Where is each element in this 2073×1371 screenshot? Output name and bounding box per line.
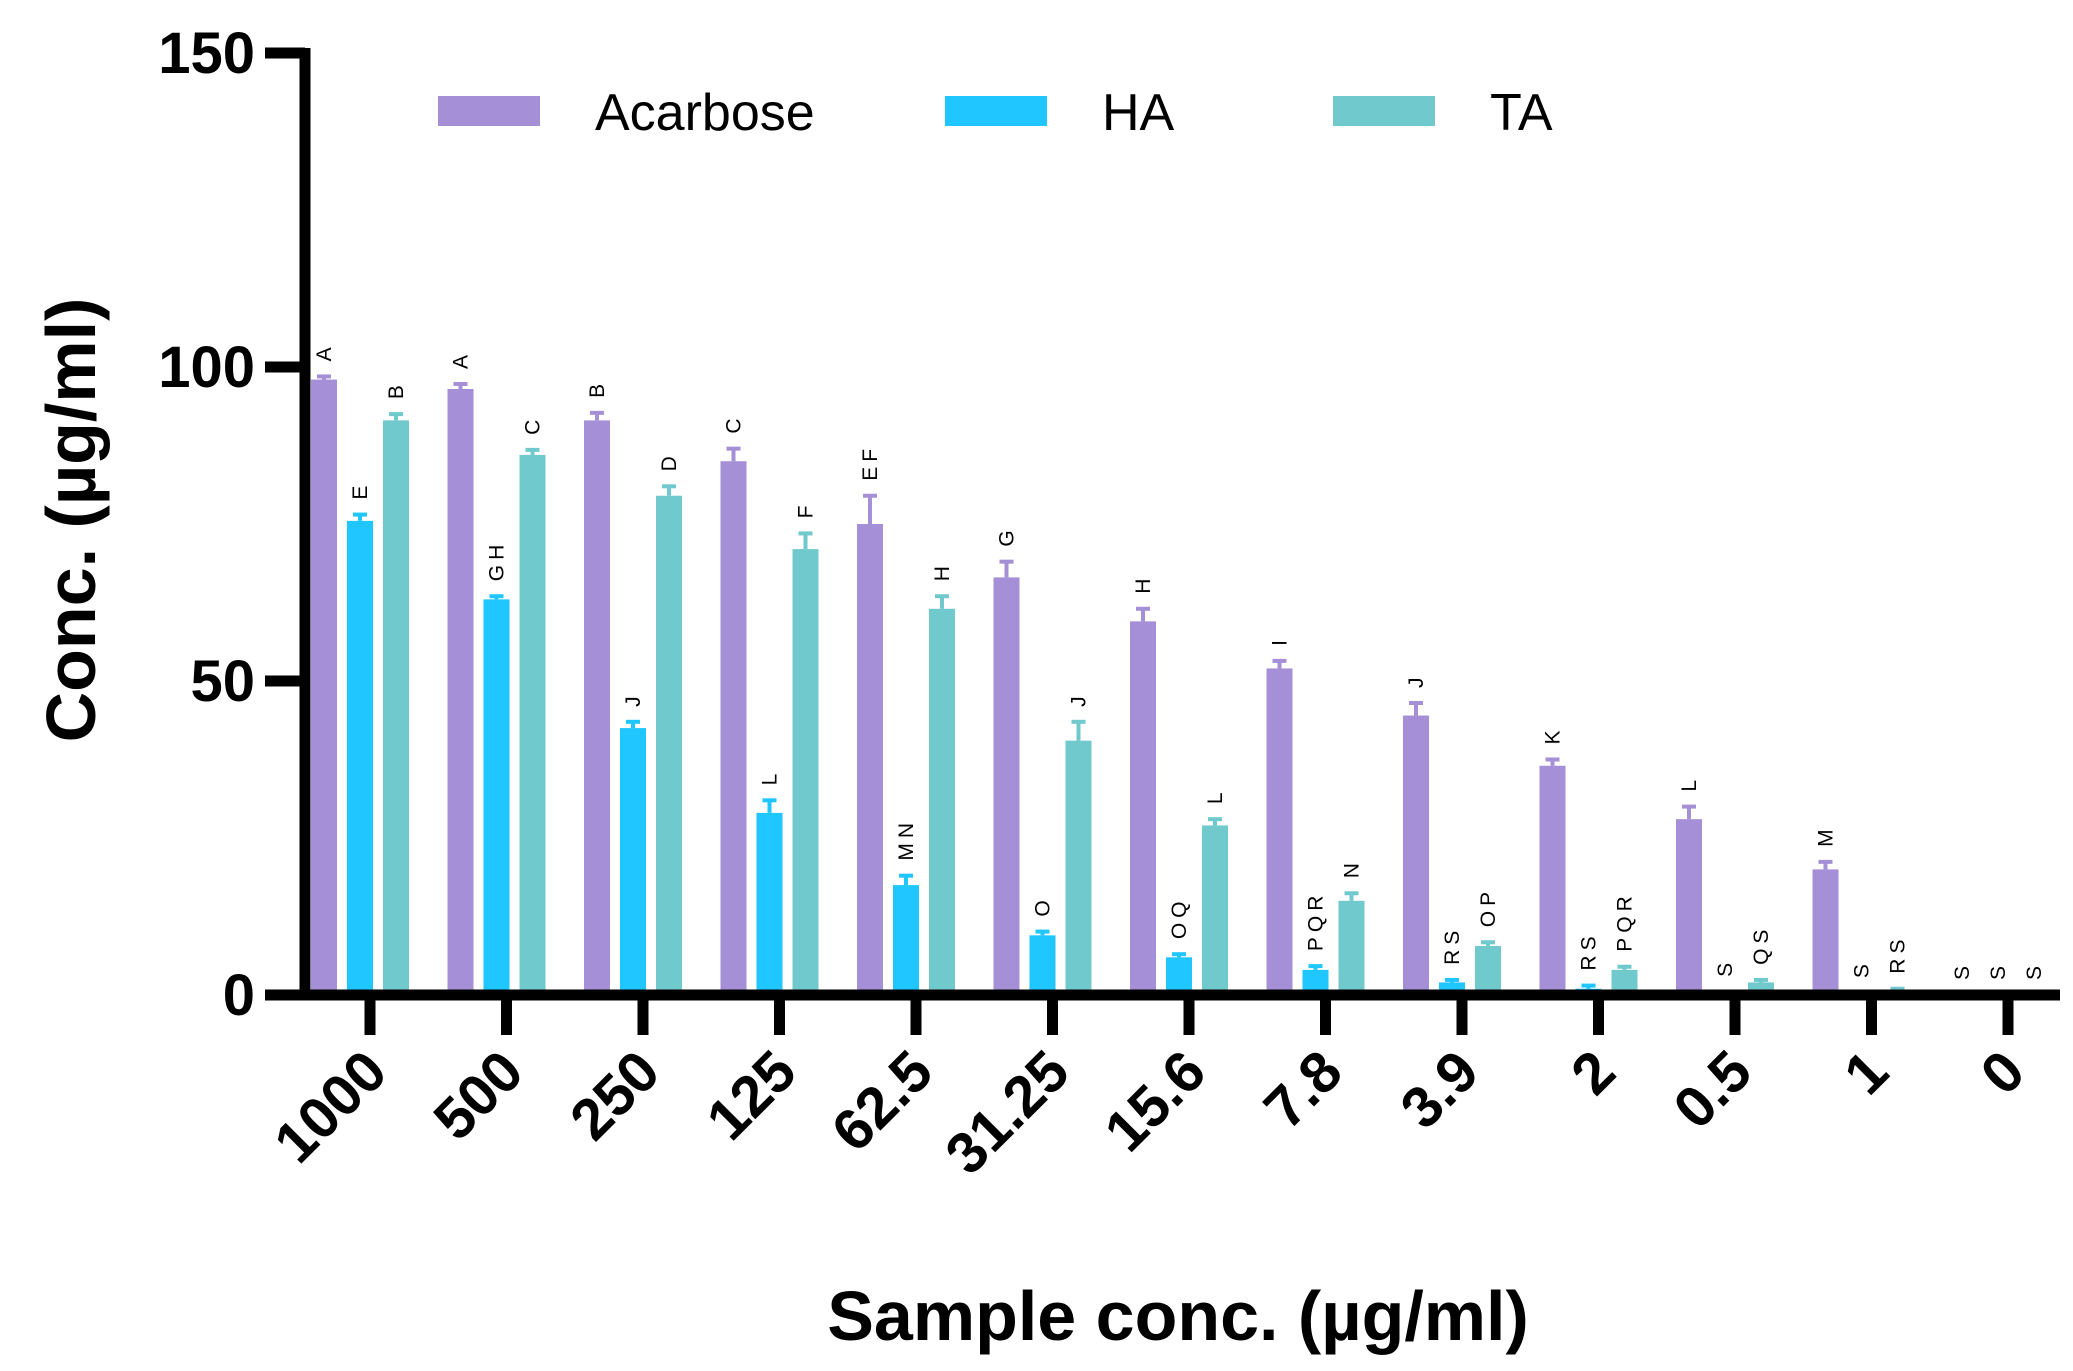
bar-acarbose-2 [584,420,610,995]
legend-label-ta: TA [1490,84,1553,142]
significance-label: L [759,769,782,786]
axes-group [299,48,2060,1001]
bar-acarbose-1 [447,388,474,996]
bar-ha-2 [620,728,646,995]
significance-label: PQR [1614,891,1637,952]
significance-label: GH [486,540,509,582]
y-tick-label: 100 [158,335,255,400]
significance-label: S [2023,961,2046,980]
significance-label: N [1341,858,1364,878]
legend-swatch-acarbose [438,96,540,126]
bar-ha-1 [483,599,510,995]
significance-label: F [795,501,818,519]
significance-label: K [1542,725,1565,744]
y-axis-title: Conc. (µg/ml) [32,298,110,743]
x-tick-label: 31.25 [933,1038,1082,1187]
significance-label: RS [1887,935,1910,974]
significance-label: C [723,413,746,433]
bar-ta-4 [929,608,955,995]
ticks-group: 0 50 100 150 1000 500 250 125 62.531.25 15.6 7.8 3.… [158,21,2037,1187]
significance-label: S [1951,961,1974,980]
significance-label: OP [1477,887,1500,927]
x-axis-title: Sample conc. (µg/ml) [827,1277,1529,1355]
significance-label: RS [1578,931,1601,970]
bar-ha-6 [1166,957,1192,995]
bar-acarbose-8 [1403,715,1429,995]
bar-ta-0 [383,420,409,995]
legend-swatch-ta [1333,96,1435,126]
significance-label: L [1678,775,1701,792]
significance-label: H [1132,574,1155,594]
y-tick-label: 50 [190,649,255,714]
significance-label: D [658,451,681,471]
bar-ha-3 [756,812,783,995]
bar-ta-8 [1475,946,1501,995]
x-tick-label: 1000 [262,1038,399,1175]
x-tick-label: 2 [1559,1038,1628,1107]
x-tick-label: 0 [1968,1038,2037,1107]
significance-label: QS [1750,925,1773,965]
bar-ta-1 [519,454,546,995]
significance-label: J [622,691,645,707]
significance-label: B [385,380,408,399]
x-tick-label: 15.6 [1092,1038,1218,1164]
significance-label: PQR [1305,891,1328,952]
bar-ta-3 [792,549,819,995]
significance-label: O [1032,895,1055,916]
significance-label: G [996,525,1019,546]
bar-acarbose-5 [993,577,1020,995]
bar-ha-4 [893,885,919,995]
bar-ta-6 [1202,825,1228,995]
significance-label: J [1068,691,1091,707]
significance-label: J [1405,672,1428,688]
significance-label: B [586,379,609,398]
x-tick-label: 7.8 [1252,1038,1355,1141]
bar-acarbose-6 [1130,621,1156,995]
significance-label: S [1851,959,1874,978]
significance-label: M [1815,824,1838,847]
x-tick-label: 500 [421,1038,535,1152]
significance-label: H [931,561,954,581]
x-tick-label: 250 [558,1038,672,1152]
bar-acarbose-10 [1676,819,1702,995]
bar-ta-7 [1338,900,1365,995]
significance-label: I [1269,635,1292,646]
legend: Acarbose HA TA [438,84,1553,142]
significance-label: A [450,350,473,369]
significance-label: S [1987,961,2010,980]
y-tick-label: 0 [223,963,255,1028]
bars-group: A E B A GH C B J D C L F EF MN H G O J H OQ L I PQR N J RS OP K RS PQ… [311,342,2046,996]
x-tick-label: 0.5 [1661,1038,1764,1141]
bar-acarbose-3 [720,461,747,995]
x-tick-label: 62.5 [819,1038,945,1164]
significance-label: E [349,481,372,500]
bar-acarbose-0 [311,379,337,995]
bar-acarbose-7 [1266,668,1293,995]
significance-label: OQ [1168,897,1191,940]
bar-acarbose-4 [857,524,883,995]
significance-label: S [1714,958,1737,977]
legend-swatch-ha [945,96,1047,126]
legend-label-ha: HA [1102,84,1175,142]
x-tick-label: 3.9 [1388,1038,1491,1141]
significance-label: A [313,342,336,361]
bar-ha-5 [1029,935,1056,995]
x-tick-label: 1 [1832,1038,1901,1107]
bar-ta-2 [656,495,682,995]
y-tick-label: 150 [158,21,255,86]
x-tick-label: 125 [694,1038,808,1152]
legend-label-acarbose: Acarbose [595,84,815,142]
bar-acarbose-9 [1539,765,1566,995]
significance-label: MN [895,818,918,861]
significance-label: L [1204,787,1227,804]
significance-label: C [522,415,545,435]
significance-label: EF [859,444,882,481]
significance-label: RS [1441,926,1464,965]
bar-ha-0 [347,520,373,995]
bar-acarbose-11 [1812,869,1839,995]
bar-ta-5 [1065,740,1092,995]
